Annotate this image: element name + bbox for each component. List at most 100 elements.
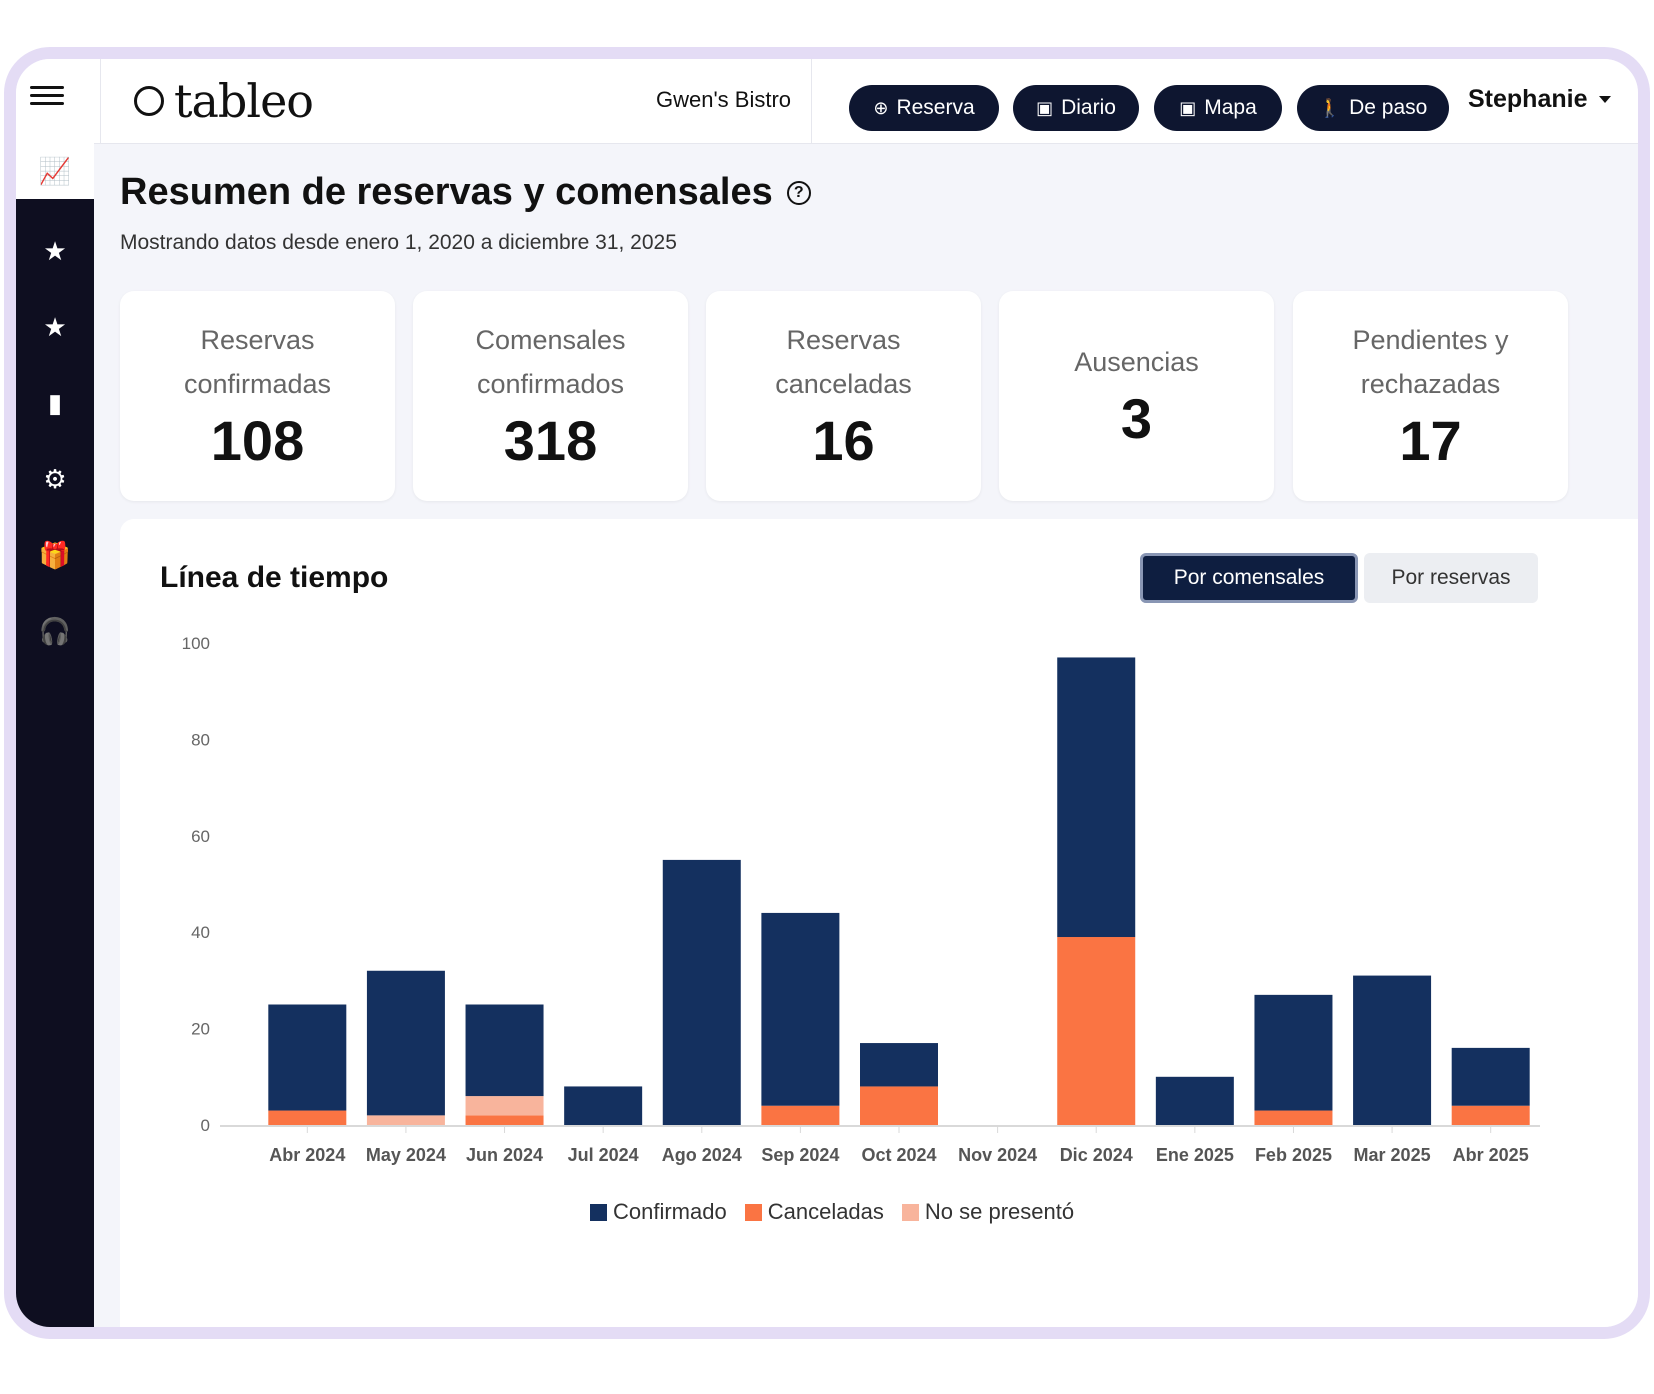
- headset-icon: 🎧: [38, 615, 72, 646]
- chart-icon: 📈: [38, 155, 72, 186]
- x-tick-label: Jul 2024: [568, 1145, 639, 1165]
- logo-mark: [134, 86, 164, 116]
- timeline-chart: 0 20 40 60 80 100 Abr 2024 May 2024 Jun 2024 Jul …: [182, 634, 1540, 1165]
- stat-card-no-shows: Ausencias 3: [999, 291, 1274, 501]
- help-icon[interactable]: ?: [786, 180, 811, 205]
- bar-no-se-presento: [465, 1096, 544, 1116]
- walking-icon: 🚶: [1318, 97, 1342, 118]
- page-title: Resumen de reservas y comensales ?: [120, 171, 811, 214]
- logo[interactable]: tableo: [134, 71, 314, 131]
- bar-confirmado: [860, 1043, 938, 1087]
- x-tick-label: Feb 2025: [1255, 1145, 1332, 1165]
- divider: [100, 59, 101, 143]
- stat-value: 16: [812, 409, 875, 472]
- y-tick-label: 0: [201, 1116, 210, 1135]
- bar-confirmado: [268, 1004, 347, 1111]
- bar-confirmado: [1451, 1047, 1530, 1106]
- bar-canceladas: [761, 1105, 840, 1125]
- bar-canceladas: [860, 1086, 938, 1125]
- sidebar-item-gifts[interactable]: 🎁: [16, 527, 94, 583]
- divider: [811, 59, 812, 143]
- legend-item-noshow[interactable]: No se presentó: [901, 1199, 1074, 1225]
- legend-swatch: [590, 1203, 607, 1221]
- chart-legend: Confirmado Canceladas No se presentó: [590, 1199, 1074, 1225]
- x-tick-label: Mar 2025: [1354, 1145, 1431, 1165]
- logo-text: tableo: [174, 74, 314, 128]
- stat-label: Reservas canceladas: [775, 325, 912, 399]
- sidebar: 📈 ★ ★ ▮ ⚙ 🎁 🎧: [16, 143, 94, 1327]
- calendar-icon: ▣: [1036, 97, 1054, 118]
- y-tick-label: 20: [191, 1020, 210, 1039]
- x-tick-label: Jun 2024: [466, 1145, 543, 1165]
- user-name: Stephanie: [1468, 85, 1588, 113]
- map-button[interactable]: ▣ Mapa: [1154, 85, 1282, 131]
- stat-label: Ausencias: [1074, 347, 1199, 377]
- bar-canceladas: [268, 1110, 347, 1125]
- hamburger-menu-icon[interactable]: [30, 81, 64, 115]
- diary-button[interactable]: ▣ Diario: [1013, 85, 1139, 131]
- bar-canceladas: [465, 1115, 544, 1125]
- chevron-down-icon: [1599, 96, 1612, 103]
- stat-label: Comensales confirmados: [475, 325, 626, 399]
- bar-confirmado: [761, 912, 840, 1106]
- stat-card-pending-rejected: Pendientes y rechazadas 17: [1293, 291, 1568, 501]
- legend-item-cancelled[interactable]: Canceladas: [744, 1199, 884, 1225]
- sidebar-item-reviews[interactable]: ★: [16, 223, 94, 279]
- sidebar-item-favorites[interactable]: ★: [16, 299, 94, 355]
- sidebar-item-bookings[interactable]: ▮: [16, 375, 94, 431]
- stat-value: 17: [1399, 409, 1462, 472]
- page-subtitle: Mostrando datos desde enero 1, 2020 a di…: [120, 231, 677, 254]
- clipboard-icon: ▮: [47, 387, 63, 418]
- x-tick-label: May 2024: [366, 1145, 446, 1165]
- stat-value: 318: [503, 409, 598, 472]
- calendar-icon: ▣: [1179, 97, 1197, 118]
- y-tick-label: 60: [191, 827, 210, 846]
- walk-in-button[interactable]: 🚶 De paso: [1297, 85, 1449, 131]
- venue-name[interactable]: Gwen's Bistro: [656, 87, 792, 112]
- stat-label: Reservas confirmadas: [183, 325, 332, 399]
- stat-label: Pendientes y rechazadas: [1352, 325, 1509, 399]
- timeline-title: Línea de tiempo: [160, 561, 389, 594]
- stat-card-cancelled: Reservas canceladas 16: [706, 291, 981, 501]
- legend-swatch: [901, 1203, 919, 1221]
- stat-card-confirmed-reservations: Reservas confirmadas 108: [120, 291, 395, 501]
- app-frame: tableo Gwen's Bistro ⊕ Reserva ▣ Diario …: [4, 47, 1650, 1339]
- timeline-panel: Línea de tiempo Por comensales Por reser…: [120, 519, 1638, 1327]
- y-tick-label: 80: [191, 730, 210, 749]
- new-reservation-button[interactable]: ⊕ Reserva: [849, 85, 999, 131]
- bar-no-se-presento: [366, 1115, 445, 1125]
- bar-confirmado: [1254, 994, 1333, 1111]
- gift-icon: 🎁: [38, 539, 72, 570]
- x-tick-label: Dic 2024: [1060, 1145, 1133, 1165]
- bar-confirmado: [564, 1086, 643, 1125]
- plus-circle-icon: ⊕: [873, 97, 889, 118]
- bar-confirmado: [662, 859, 741, 1125]
- x-tick-label: Nov 2024: [958, 1145, 1037, 1165]
- bar-confirmado: [1155, 1076, 1234, 1125]
- bar-canceladas: [1451, 1105, 1530, 1125]
- bar-canceladas: [1254, 1110, 1333, 1125]
- sidebar-item-settings[interactable]: ⚙: [16, 451, 94, 507]
- y-tick-label: 100: [182, 634, 210, 653]
- bar-confirmado: [1057, 657, 1136, 938]
- sidebar-item-support[interactable]: 🎧: [16, 603, 94, 659]
- x-tick-label: Ene 2025: [1156, 1145, 1234, 1165]
- x-tick-label: Ago 2024: [662, 1145, 742, 1165]
- star-icon: ★: [43, 235, 67, 266]
- legend-swatch: [744, 1203, 762, 1221]
- x-tick-label: Abr 2025: [1453, 1145, 1529, 1165]
- sidebar-item-dashboard[interactable]: 📈: [16, 143, 94, 199]
- toggle-by-reservations[interactable]: Por reservas: [1364, 553, 1538, 603]
- x-tick-label: Abr 2024: [269, 1145, 345, 1165]
- gear-icon: ⚙: [43, 463, 67, 494]
- x-tick-label: Sep 2024: [761, 1145, 839, 1165]
- stat-value: 3: [1120, 387, 1153, 450]
- bar-confirmado: [366, 970, 445, 1116]
- user-menu[interactable]: Stephanie: [1468, 85, 1612, 114]
- stat-value: 108: [210, 409, 305, 472]
- legend-item-confirmed[interactable]: Confirmado: [590, 1199, 727, 1225]
- top-bar: tableo Gwen's Bistro ⊕ Reserva ▣ Diario …: [16, 59, 1638, 144]
- star-icon: ★: [43, 311, 67, 342]
- bar-confirmado: [1353, 975, 1432, 1125]
- toggle-by-guests[interactable]: Por comensales: [1140, 553, 1358, 603]
